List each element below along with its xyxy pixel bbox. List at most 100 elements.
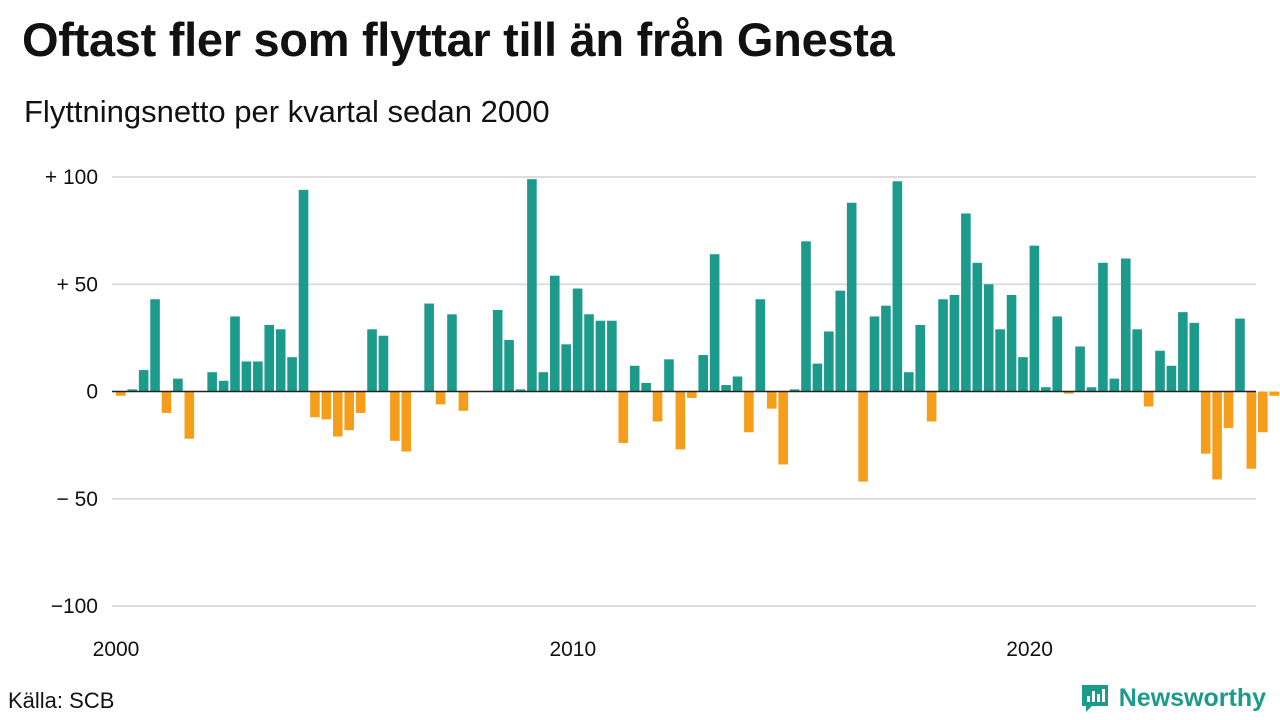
bar <box>983 284 994 392</box>
bar <box>504 340 514 392</box>
bar <box>675 391 686 450</box>
bar <box>1109 378 1120 392</box>
bar <box>618 391 629 443</box>
brand-logo: Newsworthy <box>1079 682 1266 714</box>
bar <box>652 391 663 422</box>
bar <box>173 378 183 392</box>
brand-name: Newsworthy <box>1118 683 1266 712</box>
bar <box>1132 329 1142 392</box>
bar <box>321 391 332 420</box>
bar <box>184 391 195 439</box>
bar <box>1018 357 1028 392</box>
bar <box>801 241 811 392</box>
bar <box>1269 391 1280 396</box>
bar <box>766 391 777 409</box>
bar <box>367 329 377 392</box>
bar <box>218 380 229 392</box>
bar <box>1075 346 1085 392</box>
bar <box>835 290 846 392</box>
bar <box>241 361 252 392</box>
bar <box>561 344 571 392</box>
bar <box>275 329 286 392</box>
bar <box>789 389 800 392</box>
bar <box>1052 316 1063 392</box>
bar <box>687 391 697 398</box>
source-label: Källa: SCB <box>8 688 115 713</box>
bar <box>435 391 446 405</box>
bar <box>458 391 469 411</box>
bar <box>926 391 937 422</box>
bar <box>1143 391 1154 407</box>
bar <box>732 376 743 392</box>
bar <box>138 370 149 392</box>
bar <box>892 181 903 392</box>
bar <box>1246 391 1257 469</box>
bar <box>310 391 320 418</box>
bar <box>1006 294 1017 392</box>
bar <box>287 357 297 392</box>
bar <box>995 329 1005 392</box>
chart-subtitle: Flyttningsnetto per kvartal sedan 2000 <box>24 94 550 129</box>
chart-title: Oftast fler som flyttar till än från Gne… <box>22 13 895 66</box>
bar <box>161 391 172 413</box>
bar <box>607 320 617 392</box>
bar <box>298 189 309 392</box>
bar <box>116 391 126 396</box>
bar <box>812 363 823 392</box>
bar <box>595 320 606 392</box>
bar <box>824 331 834 392</box>
bar <box>527 179 537 392</box>
bar <box>972 262 983 392</box>
newsworthy-logo-icon <box>1081 685 1108 712</box>
bar <box>1086 387 1097 392</box>
bar <box>1212 391 1222 480</box>
bar <box>858 391 868 482</box>
bar <box>515 389 526 392</box>
bar <box>1041 387 1051 392</box>
bar <box>1120 258 1131 392</box>
bar <box>881 305 891 392</box>
bar <box>1029 245 1040 392</box>
bar <box>846 202 857 392</box>
x-tick-label: 2010 <box>549 638 596 661</box>
bar <box>949 294 960 392</box>
bar <box>778 391 788 465</box>
bar <box>629 365 640 392</box>
y-tick-label: + 50 <box>57 273 98 296</box>
bar <box>344 391 354 431</box>
bar <box>1155 350 1165 392</box>
bar <box>549 275 560 392</box>
y-tick-label: − 50 <box>57 488 98 511</box>
bar <box>709 254 720 392</box>
bar <box>1098 262 1108 392</box>
bar <box>332 391 343 437</box>
bar <box>664 359 674 392</box>
grid-layer <box>112 176 1256 607</box>
bar <box>1063 391 1074 394</box>
bar <box>538 372 549 392</box>
bar <box>424 303 434 392</box>
bar <box>903 372 914 392</box>
bar <box>755 299 766 392</box>
bar <box>698 355 709 392</box>
bar <box>744 391 754 433</box>
y-tick-label: 0 <box>86 381 98 404</box>
bar <box>1189 322 1200 392</box>
bar <box>572 288 583 392</box>
bar <box>1235 318 1245 392</box>
bar <box>584 314 594 392</box>
bar <box>1200 391 1211 454</box>
bar <box>641 382 651 392</box>
bar <box>1178 312 1188 392</box>
bar <box>378 335 389 392</box>
x-tick-label: 2020 <box>1006 638 1053 661</box>
bar <box>447 314 457 392</box>
bar <box>390 391 400 441</box>
y-tick-label: −100 <box>51 595 98 618</box>
y-tick-label: + 100 <box>45 166 98 189</box>
bar <box>1166 365 1177 392</box>
bar <box>961 213 971 392</box>
x-tick-label: 2000 <box>93 638 140 661</box>
bar <box>150 299 160 392</box>
